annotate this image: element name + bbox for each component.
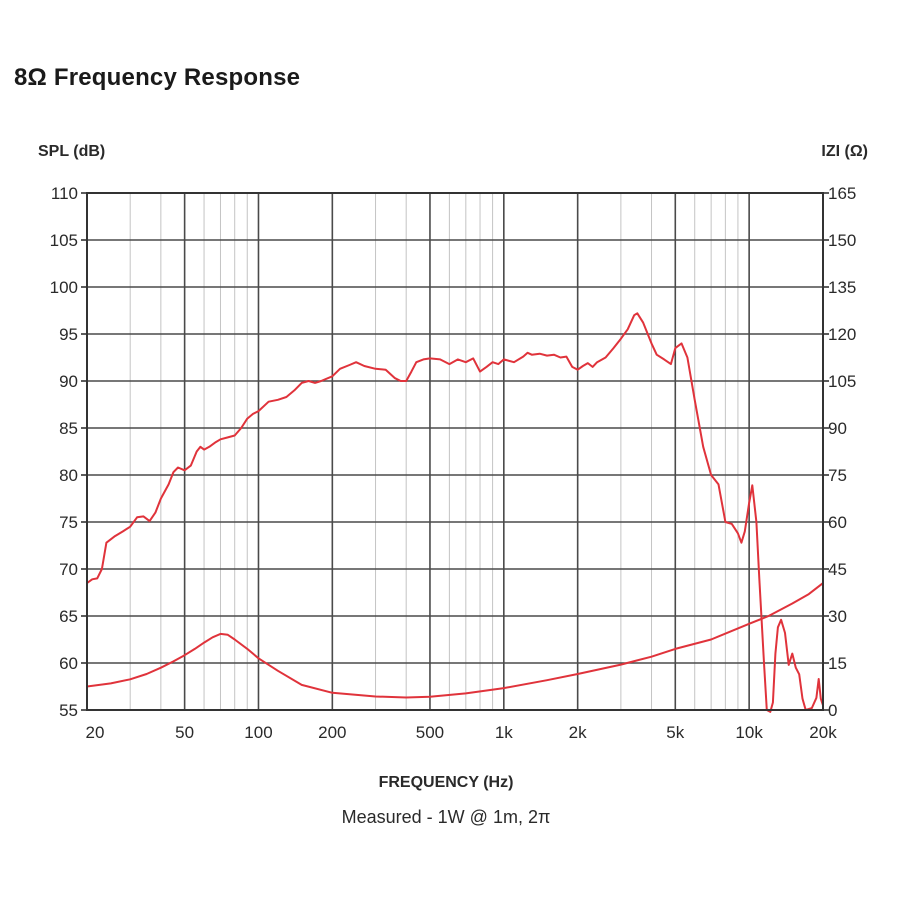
y-tick-label-left: 80	[59, 466, 78, 485]
x-tick-label: 2k	[569, 723, 587, 742]
y-tick-label-left: 60	[59, 654, 78, 673]
y-tick-label-right: 30	[828, 607, 847, 626]
chart-frame	[81, 192, 829, 711]
x-tick-label: 50	[175, 723, 194, 742]
y-tick-label-left: 110	[51, 184, 78, 203]
x-tick-label: 100	[244, 723, 272, 742]
x-axis-label: FREQUENCY (Hz)	[379, 774, 514, 791]
y-tick-label-left: 85	[59, 419, 78, 438]
y-tick-label-left: 105	[50, 231, 78, 250]
y-tick-label-right: 0	[828, 701, 837, 720]
y-tick-label-right: 45	[828, 560, 847, 579]
y-tick-label-left: 90	[59, 372, 78, 391]
plot-frame	[86, 192, 824, 711]
x-tick-label: 20	[86, 723, 105, 742]
y-tick-label-right: 75	[828, 466, 847, 485]
chart-labels: SPL (dB) IZI (Ω) FREQUENCY (Hz) Measured…	[38, 143, 868, 827]
y-tick-label-right: 120	[828, 325, 856, 344]
y-tick-label-right: 60	[828, 513, 847, 532]
chart-curves	[87, 312, 823, 713]
y-tick-label-left: 65	[59, 607, 78, 626]
y-tick-label-left: 55	[59, 701, 78, 720]
y-tick-label-right: 105	[828, 372, 856, 391]
impedance-curve	[87, 582, 823, 699]
page-title: 8Ω Frequency Response	[14, 64, 301, 91]
y-tick-label-right: 165	[828, 184, 856, 203]
y-tick-label-right: 135	[828, 278, 856, 297]
spl-curve	[87, 312, 823, 713]
y-tick-label-left: 100	[50, 278, 78, 297]
x-tick-label: 200	[318, 723, 346, 742]
y-tick-label-right: 15	[828, 654, 847, 673]
y-tick-label-left: 95	[59, 325, 78, 344]
y-tick-label-left: 75	[59, 513, 78, 532]
x-tick-label: 10k	[735, 723, 763, 742]
chart-grid	[87, 193, 823, 710]
y-tick-label-right: 150	[828, 231, 856, 250]
x-tick-label: 1k	[495, 723, 513, 742]
y-axis-left-label: SPL (dB)	[38, 143, 105, 160]
x-tick-label: 5k	[666, 723, 684, 742]
x-tick-label: 20k	[809, 723, 837, 742]
y-tick-label-left: 70	[59, 560, 78, 579]
y-axis-right-label: IZI (Ω)	[821, 143, 868, 160]
x-tick-label: 500	[416, 723, 444, 742]
y-tick-label-right: 90	[828, 419, 847, 438]
chart-caption: Measured - 1W @ 1m, 2π	[342, 807, 551, 827]
